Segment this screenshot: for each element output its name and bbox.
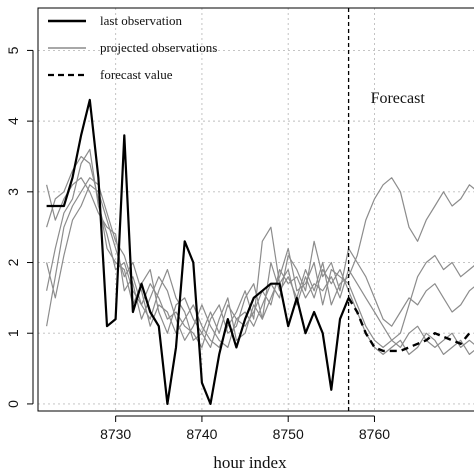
series-line-projected-5 bbox=[46, 148, 474, 348]
forecast-label: Forecast bbox=[371, 90, 426, 107]
x-tick-label: 8750 bbox=[273, 426, 304, 442]
legend: last observation projected observations … bbox=[48, 13, 217, 82]
x-tick-label: 8730 bbox=[100, 426, 131, 442]
plot-frame bbox=[37, 7, 474, 412]
y-tick-label: 5 bbox=[5, 46, 21, 54]
legend-label-forecast-value: forecast value bbox=[100, 67, 173, 82]
y-tick-label: 2 bbox=[5, 258, 21, 266]
x-axis: 8730 8740 8750 8760 bbox=[100, 415, 390, 442]
y-tick-label: 4 bbox=[5, 117, 21, 125]
grid-lines bbox=[38, 8, 474, 411]
x-tick-label: 8740 bbox=[186, 426, 217, 442]
y-tick-label: 0 bbox=[5, 400, 21, 408]
y-axis: 0 1 2 3 4 5 bbox=[5, 46, 34, 408]
main-series-group bbox=[46, 98, 474, 405]
x-tick-label: 8760 bbox=[359, 426, 390, 442]
series-line-last-observation bbox=[46, 98, 350, 405]
legend-label-projected-observations: projected observations bbox=[100, 40, 217, 55]
series-line-forecast-value bbox=[347, 297, 474, 353]
y-tick-label: 3 bbox=[5, 188, 21, 196]
legend-label-last-observation: last observation bbox=[100, 13, 182, 28]
y-tick-label: 1 bbox=[5, 329, 21, 337]
x-axis-label: hour index bbox=[213, 453, 287, 472]
series-line-projected-6 bbox=[46, 184, 474, 355]
